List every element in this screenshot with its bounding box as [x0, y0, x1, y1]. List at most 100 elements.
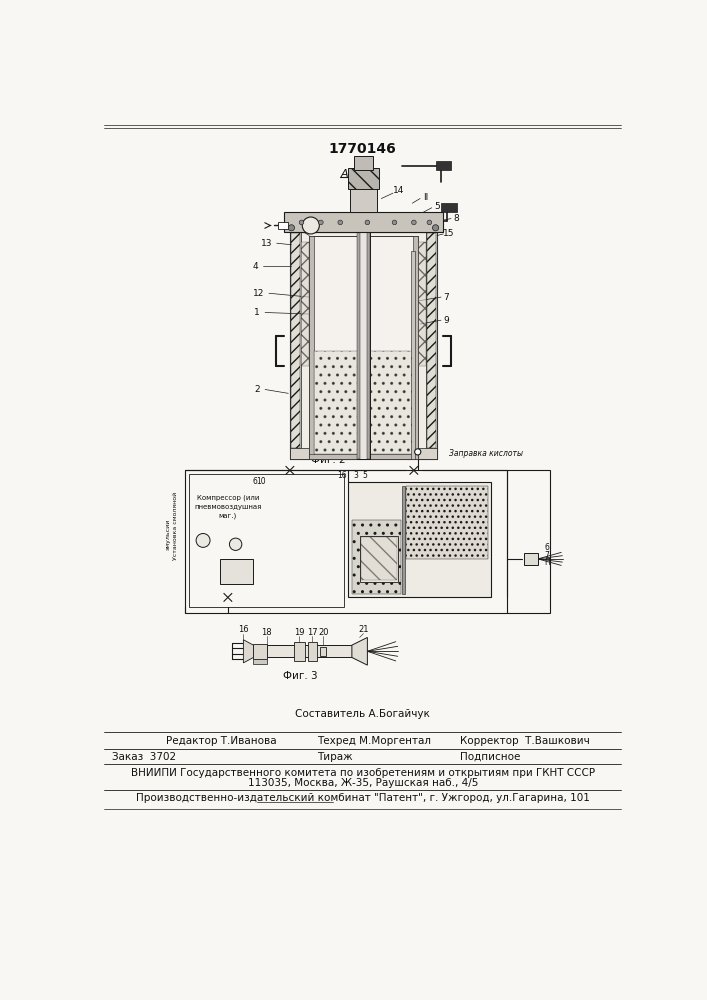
Circle shape: [427, 220, 432, 225]
Polygon shape: [253, 659, 267, 664]
Bar: [368, 182, 370, 459]
Circle shape: [303, 217, 320, 234]
Text: П: П: [544, 558, 550, 567]
Polygon shape: [352, 637, 368, 665]
Text: Заправка кислоты: Заправка кислоты: [449, 449, 522, 458]
Text: Заказ  3702: Заказ 3702: [112, 752, 176, 762]
Bar: [279, 222, 288, 229]
Bar: [293, 642, 305, 661]
Text: 9: 9: [415, 487, 420, 496]
Polygon shape: [243, 640, 253, 663]
Text: А-А: А-А: [341, 169, 360, 179]
Bar: [291, 233, 300, 448]
Text: 17: 17: [307, 628, 317, 637]
Bar: [314, 351, 413, 454]
Bar: [220, 559, 252, 584]
Bar: [185, 470, 549, 613]
Text: 13: 13: [261, 239, 272, 248]
Bar: [267, 645, 352, 657]
Bar: [349, 185, 378, 212]
Bar: [189, 474, 344, 607]
Bar: [253, 644, 267, 659]
Text: Фиг. 3: Фиг. 3: [283, 671, 317, 681]
Text: 113035, Москва, Ж-35, Раушская наб., 4/5: 113035, Москва, Ж-35, Раушская наб., 4/5: [247, 778, 478, 788]
Text: Тираж: Тираж: [317, 752, 353, 762]
Text: 12: 12: [253, 289, 264, 298]
Text: 15: 15: [443, 229, 455, 238]
Bar: [411, 251, 416, 459]
Bar: [524, 553, 538, 565]
Text: 10: 10: [350, 181, 361, 190]
Text: 18: 18: [262, 628, 272, 637]
Bar: [300, 242, 309, 366]
Bar: [402, 486, 404, 594]
Text: Установка смоляной: Установка смоляной: [173, 492, 178, 560]
Text: 6: 6: [252, 477, 257, 486]
Circle shape: [338, 220, 343, 225]
Bar: [352, 520, 401, 594]
Bar: [290, 232, 437, 459]
Text: 8: 8: [454, 214, 460, 223]
Circle shape: [411, 220, 416, 225]
Text: Эмульсия: Эмульсия: [428, 502, 464, 508]
Bar: [308, 642, 317, 661]
Circle shape: [365, 220, 370, 225]
Bar: [426, 232, 437, 459]
Bar: [356, 182, 360, 459]
Text: Компрессор (или: Компрессор (или: [197, 494, 259, 501]
Text: 19: 19: [294, 628, 305, 637]
Text: Производственно-издательский комбинат "Патент", г. Ужгород, ул.Гагарина, 101: Производственно-издательский комбинат "П…: [136, 793, 590, 803]
Text: Редактор Т.Иванова: Редактор Т.Иванова: [166, 736, 276, 746]
Bar: [413, 235, 418, 459]
Bar: [436, 161, 451, 170]
Text: Фиг. 2: Фиг. 2: [311, 455, 346, 465]
Text: 10: 10: [257, 477, 266, 486]
Circle shape: [392, 220, 397, 225]
Text: 1: 1: [255, 308, 260, 317]
Text: 21: 21: [358, 625, 369, 634]
Circle shape: [414, 449, 421, 455]
Text: Составитель А.Богайчук: Составитель А.Богайчук: [296, 709, 430, 719]
Text: пневмовоздушная: пневмовоздушная: [194, 504, 262, 510]
Bar: [348, 482, 491, 597]
Bar: [361, 537, 397, 580]
Text: 5: 5: [363, 471, 368, 480]
Text: 7: 7: [544, 551, 549, 560]
Text: 5: 5: [434, 202, 440, 211]
Bar: [441, 203, 457, 212]
Text: 3: 3: [354, 471, 358, 480]
Bar: [406, 486, 488, 559]
Text: 7: 7: [443, 293, 450, 302]
Text: 11: 11: [370, 487, 380, 496]
Bar: [348, 168, 379, 189]
Text: II: II: [423, 192, 428, 202]
Text: 6: 6: [544, 543, 549, 552]
Bar: [418, 242, 426, 366]
Text: 4: 4: [252, 262, 258, 271]
Text: 1770146: 1770146: [329, 142, 397, 156]
Circle shape: [288, 225, 295, 231]
Bar: [284, 212, 443, 232]
Text: эмульсии: эмульсии: [165, 518, 170, 550]
Text: 2: 2: [255, 385, 260, 394]
Text: 9: 9: [443, 316, 450, 325]
Text: 20: 20: [318, 628, 329, 637]
Circle shape: [433, 225, 438, 231]
Text: 16: 16: [337, 471, 346, 480]
Circle shape: [230, 538, 242, 550]
Bar: [427, 233, 436, 448]
Bar: [309, 235, 314, 459]
Circle shape: [319, 220, 323, 225]
Circle shape: [299, 220, 304, 225]
Bar: [320, 647, 327, 656]
Bar: [309, 235, 418, 459]
Bar: [309, 454, 418, 459]
Text: 14: 14: [392, 186, 404, 195]
Text: Подписное: Подписное: [460, 752, 521, 762]
Text: 6: 6: [295, 225, 300, 234]
Text: Корректор  Т.Вашкович: Корректор Т.Вашкович: [460, 736, 590, 746]
Bar: [356, 182, 370, 459]
Bar: [290, 448, 437, 459]
Text: 16: 16: [238, 625, 249, 634]
Text: маг.): маг.): [218, 513, 237, 519]
